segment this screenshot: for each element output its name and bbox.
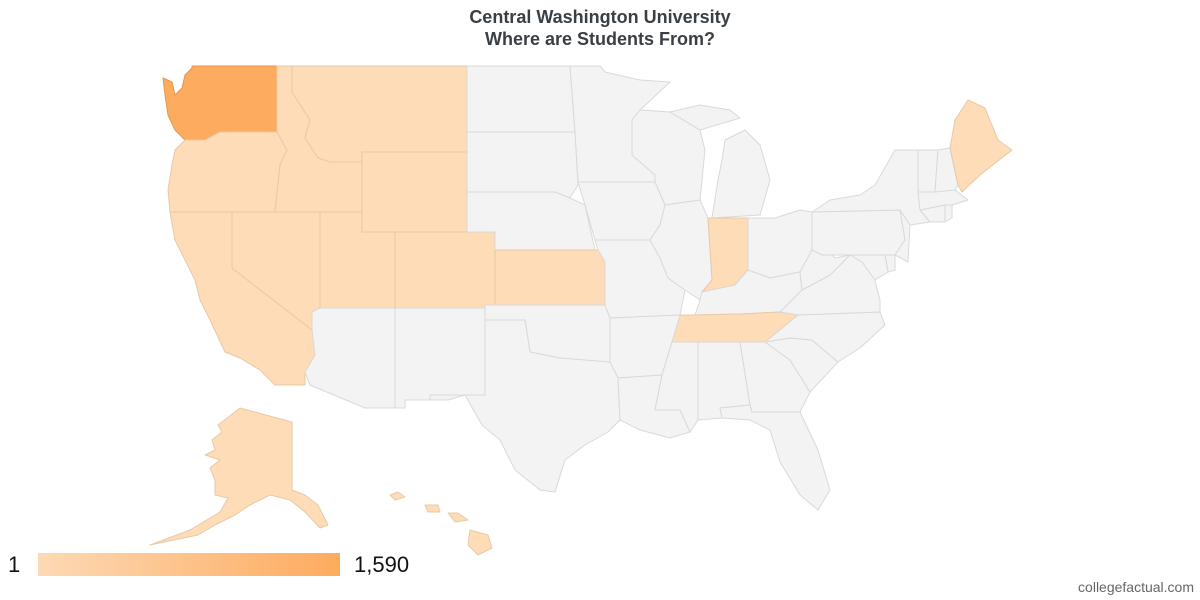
state-illinois[interactable] [649,199,713,301]
state-pennsylvania[interactable] [811,209,906,256]
state-south-dakota[interactable] [466,131,579,199]
state-colorado[interactable] [394,231,496,309]
legend-gradient-bar [38,553,340,576]
state-florida[interactable] [719,404,831,511]
state-kansas[interactable] [494,249,606,306]
state-wyoming[interactable] [361,151,468,233]
state-michigan[interactable] [669,104,771,219]
state-new-jersey[interactable] [894,209,911,263]
state-mississippi[interactable] [654,341,699,433]
state-hawaii[interactable] [389,491,493,556]
state-new-mexico[interactable] [394,307,486,409]
legend-min-label: 1 [8,552,21,577]
state-rhode-island[interactable] [944,204,953,223]
state-oregon[interactable] [167,131,288,213]
state-alaska[interactable] [149,407,329,546]
state-north-dakota[interactable] [466,65,576,133]
state-washington[interactable] [162,65,278,141]
state-montana[interactable] [291,65,468,163]
legend-max-label: 1,590 [354,552,410,577]
title-line-1: Central Washington University [469,7,731,27]
state-maine[interactable] [949,99,1013,193]
title-line-2: Where are Students From? [484,29,716,49]
state-maryland[interactable] [821,254,889,281]
legend-gradient-fill [38,553,340,576]
source-credit[interactable]: collegefactual.com [1078,579,1194,595]
state-texas[interactable] [429,319,621,493]
map-title: Central Washington University Where are … [0,6,1200,50]
state-arizona[interactable] [304,307,396,409]
